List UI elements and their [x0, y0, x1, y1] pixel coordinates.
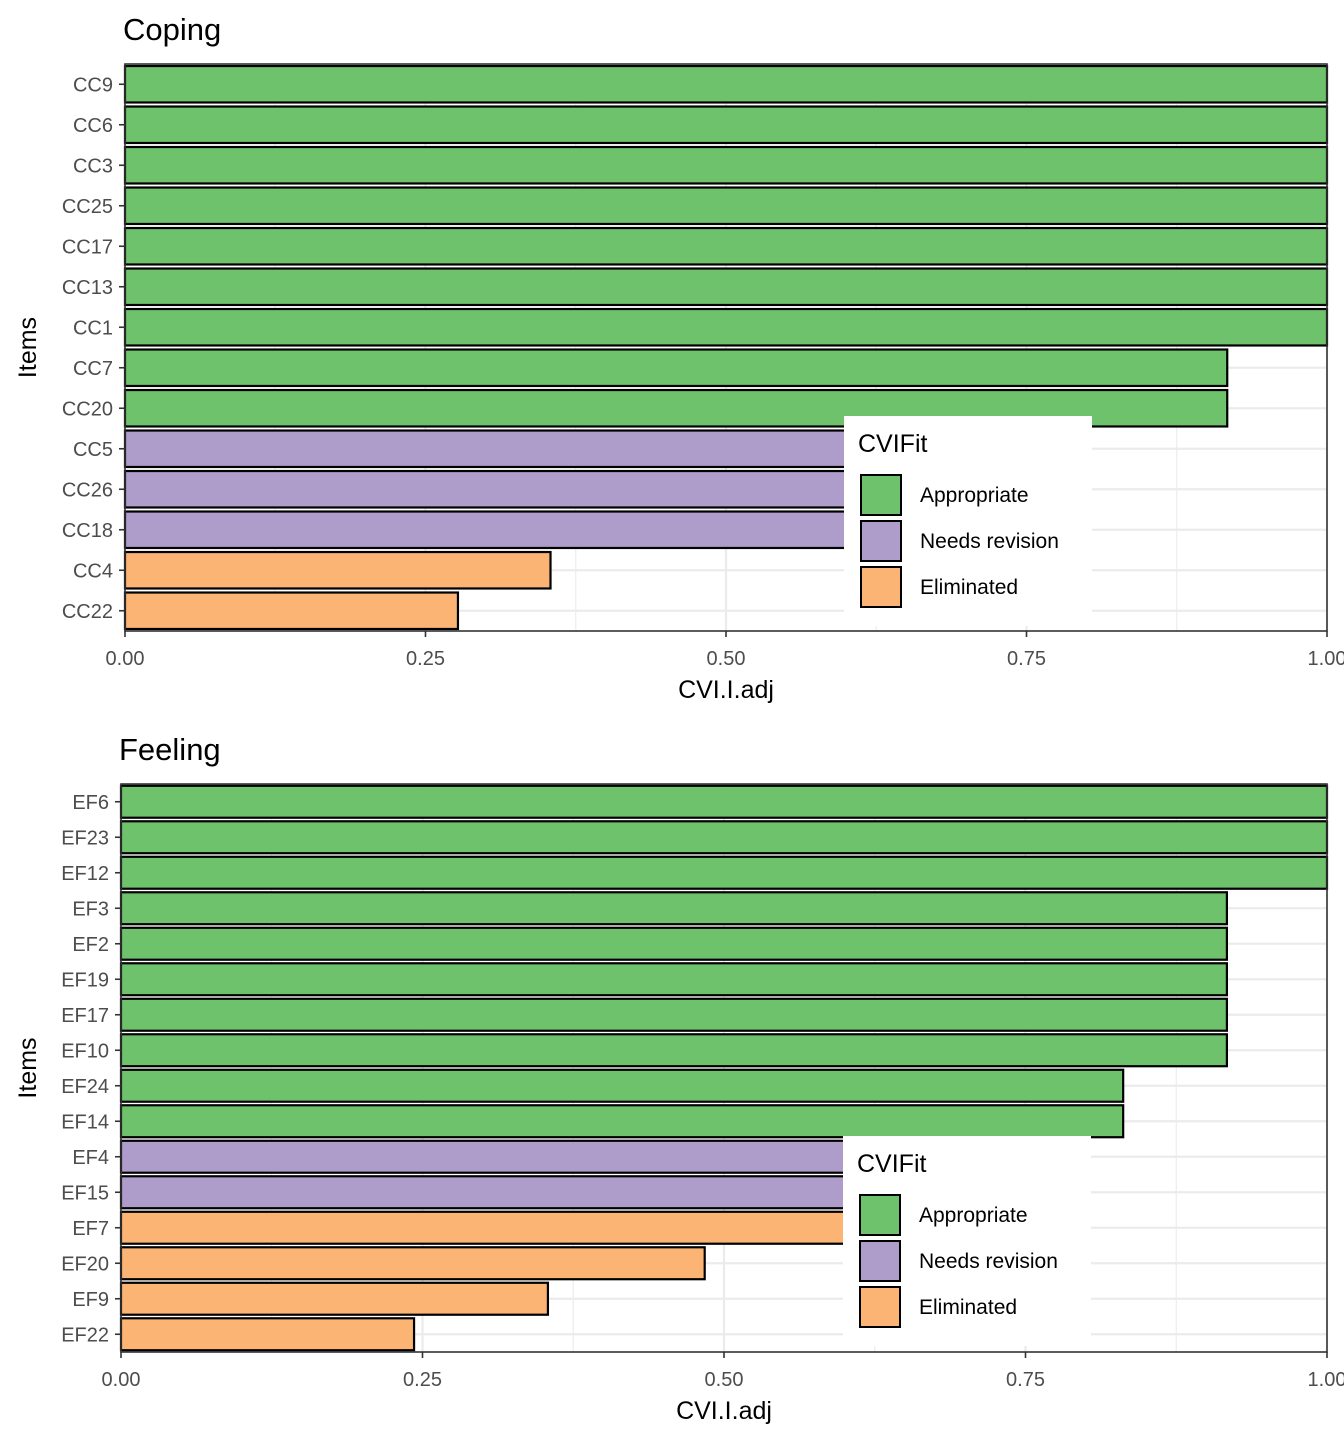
bar-cc9	[123, 64, 1329, 104]
y-tick-label-cc5: CC5	[73, 439, 113, 461]
y-tick-label-ef10: EF10	[61, 1040, 109, 1062]
legend-key-needs-revision	[859, 1240, 901, 1282]
y-tick-label-ef20: EF20	[61, 1253, 109, 1275]
bar-cc6	[123, 105, 1329, 145]
chart-svg-feeling: Feeling EF6 EF23 EF12 EF3 EF2 EF19 EF17 EF10 EF24…	[14, 732, 1344, 1425]
legend-label-appropriate: Appropriate	[919, 1204, 1028, 1227]
bar-ef20	[119, 1246, 706, 1281]
legend-label-appropriate: Appropriate	[920, 484, 1029, 507]
bar-ef3	[119, 891, 1229, 926]
legend-key-appropriate	[859, 1194, 901, 1236]
legend-key-eliminated	[860, 566, 902, 608]
bar-cc25	[123, 186, 1329, 226]
y-tick-label-cc18: CC18	[62, 520, 113, 542]
x-tick-label: 0.00	[102, 1369, 141, 1391]
bar-ef2	[119, 926, 1229, 961]
bar-cc7	[123, 348, 1229, 388]
bar-ef24	[119, 1068, 1125, 1103]
y-tick-label-cc22: CC22	[62, 601, 113, 623]
y-tick-label-ef22: EF22	[61, 1324, 109, 1346]
legend-coping: CVIFit Appropriate Needs revision Elimin…	[844, 416, 1092, 626]
y-axis-label: Items	[14, 1037, 42, 1098]
bar-ef12	[119, 855, 1329, 890]
legend-key-needs-revision	[860, 520, 902, 562]
bar-cc3	[123, 145, 1329, 185]
x-tick-label: 0.00	[106, 648, 145, 670]
legend-label-needs-revision: Needs revision	[919, 1250, 1058, 1273]
bars	[119, 784, 1329, 1352]
chart-panel-coping: Coping CC9 CC6 CC3 CC25 CC17 CC13 CC1 CC7 CC20 CC5…	[14, 12, 1344, 704]
y-tick-label-ef19: EF19	[61, 969, 109, 991]
y-tick-label-cc13: CC13	[62, 277, 113, 299]
bars	[123, 64, 1329, 631]
y-tick-label-ef17: EF17	[61, 1005, 109, 1027]
y-tick-label-ef6: EF6	[72, 792, 109, 814]
x-tick-label: 0.75	[1006, 1369, 1045, 1391]
bar-ef14	[119, 1104, 1125, 1139]
bar-ef23	[119, 820, 1329, 855]
y-tick-label-ef3: EF3	[72, 898, 109, 920]
bar-cc1	[123, 307, 1329, 347]
y-axis-label: Items	[14, 317, 42, 378]
x-axis-label: CVI.I.adj	[678, 676, 774, 704]
bar-cc13	[123, 267, 1329, 307]
y-tick-label-cc25: CC25	[62, 196, 113, 218]
y-tick-label-cc20: CC20	[62, 398, 113, 420]
bar-ef22	[119, 1317, 416, 1352]
y-tick-label-ef9: EF9	[72, 1289, 109, 1311]
y-tick-label-ef12: EF12	[61, 863, 109, 885]
legend-label-eliminated: Eliminated	[919, 1296, 1018, 1319]
y-tick-label-cc9: CC9	[73, 74, 113, 96]
chart-svg-coping: Coping CC9 CC6 CC3 CC25 CC17 CC13 CC1 CC7 CC20 CC5…	[14, 12, 1344, 704]
chart-panel-feeling: Feeling EF6 EF23 EF12 EF3 EF2 EF19 EF17 EF10 EF24…	[0, 720, 1344, 1440]
bar-ef6	[119, 784, 1329, 819]
bar-ef7	[119, 1210, 927, 1245]
bar-cc18	[123, 510, 928, 550]
x-axis-label: CVI.I.adj	[676, 1397, 772, 1425]
chart-title: Coping	[123, 12, 221, 47]
bar-cc17	[123, 226, 1329, 266]
x-tick-label: 0.50	[707, 648, 746, 670]
x-tick-label: 0.25	[406, 648, 445, 670]
legend-label-eliminated: Eliminated	[920, 576, 1019, 599]
y-tick-label-cc17: CC17	[62, 236, 113, 258]
bar-cc22	[123, 591, 460, 631]
y-tick-label-ef7: EF7	[72, 1218, 109, 1240]
legend-key-eliminated	[859, 1286, 901, 1328]
legend-key-appropriate	[860, 474, 902, 516]
x-tick-label: 0.25	[403, 1369, 442, 1391]
y-tick-label-cc1: CC1	[73, 317, 113, 339]
y-tick-label-ef23: EF23	[61, 827, 109, 849]
bar-ef10	[119, 1033, 1229, 1068]
legend-title: CVIFit	[858, 430, 928, 458]
y-tick-label-ef14: EF14	[61, 1111, 109, 1133]
legend-label-needs-revision: Needs revision	[920, 530, 1059, 553]
bar-cc4	[123, 550, 552, 590]
bar-ef9	[119, 1281, 550, 1316]
x-tick-label: 0.75	[1007, 648, 1046, 670]
x-tick-label: 0.50	[705, 1369, 744, 1391]
bar-ef17	[119, 997, 1229, 1032]
y-tick-label-ef15: EF15	[61, 1182, 109, 1204]
y-tick-label-ef4: EF4	[72, 1147, 109, 1169]
y-tick-label-cc7: CC7	[73, 358, 113, 380]
legend-title: CVIFit	[857, 1150, 927, 1178]
y-tick-label-cc4: CC4	[73, 560, 113, 582]
y-tick-label-cc6: CC6	[73, 115, 113, 137]
x-tick-label: 1.00	[1308, 1369, 1344, 1391]
y-tick-label-cc3: CC3	[73, 155, 113, 177]
y-tick-label-ef24: EF24	[61, 1076, 109, 1098]
y-tick-label-cc26: CC26	[62, 479, 113, 501]
y-tick-label-ef2: EF2	[72, 934, 109, 956]
chart-title: Feeling	[119, 732, 221, 767]
bar-ef19	[119, 962, 1229, 997]
legend-feeling: CVIFit Appropriate Needs revision Elimin…	[843, 1136, 1091, 1346]
x-tick-label: 1.00	[1308, 648, 1344, 670]
